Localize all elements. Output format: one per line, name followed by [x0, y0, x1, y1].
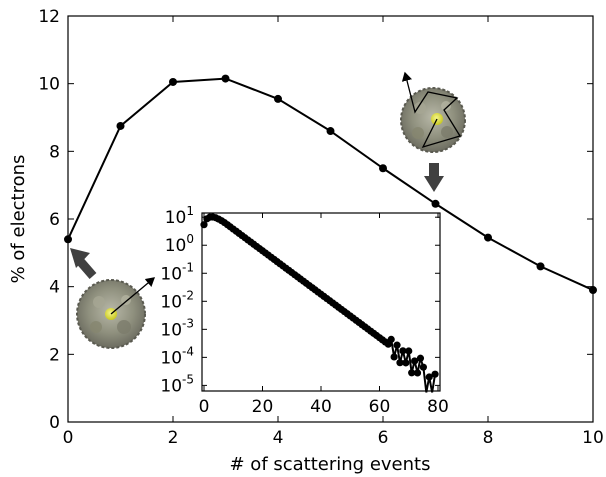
data-point-6 [379, 164, 387, 173]
x-tick-label-1: 2 [168, 428, 179, 448]
inset-y-tick-label-6: 10-5 [160, 372, 194, 396]
inset-point-66 [393, 341, 401, 349]
inset-y-tick-base-1: 10 [165, 236, 187, 256]
inset-y-tick-exp-6: -5 [182, 372, 194, 386]
data-point-8 [484, 233, 492, 242]
inset-y-tick-exp-1: 0 [186, 232, 194, 246]
inset-x-tick-label-0: 0 [199, 397, 210, 417]
inset-y-tick-base-4: 10 [160, 320, 182, 340]
data-point-1 [116, 121, 125, 130]
y-axis-title: % of electrons [8, 155, 29, 284]
multi-scatter-cluster-image [400, 71, 466, 153]
inset-point-64 [387, 335, 395, 343]
data-point-2 [169, 77, 177, 86]
inset-x-tick-label-2: 40 [310, 397, 332, 417]
inset-point-75 [419, 363, 427, 371]
data-point-3 [221, 74, 230, 83]
inset-point-0 [200, 221, 208, 229]
x-axis-title: # of scattering events [230, 454, 431, 475]
inset-y-tick-base-5: 10 [160, 348, 182, 368]
data-point-9 [536, 262, 545, 271]
y-tick-label-3: 6 [49, 210, 60, 230]
inset-point-69 [402, 359, 410, 367]
inset-y-tick-label-2: 10-1 [160, 260, 194, 284]
x-tick-label-4: 8 [483, 428, 494, 448]
inset-y-tick-label-0: 101 [165, 204, 194, 228]
single-scatter-cluster-image [76, 277, 155, 349]
data-point-0 [64, 235, 72, 244]
arrow-to-zero-scatter [70, 248, 97, 279]
inset-point-73 [413, 369, 422, 377]
inset-y-tick-label-1: 100 [165, 232, 194, 256]
y-tick-label-2: 4 [49, 278, 60, 298]
data-point-7 [431, 199, 440, 208]
inset-x-tick-label-1: 20 [252, 397, 274, 417]
inset-y-tick-exp-0: 1 [186, 204, 194, 218]
inset-y-tick-base-3: 10 [160, 292, 182, 312]
main-x-tick-labels: 0 2 4 6 8 10 [63, 428, 604, 448]
inset-point-74 [416, 354, 425, 362]
inset-y-tick-exp-5: -4 [182, 344, 194, 358]
main-series-points [64, 74, 597, 295]
inset-y-tick-label-3: 10-2 [160, 288, 194, 312]
inset-point-72 [411, 357, 419, 365]
x-tick-label-2: 4 [273, 428, 284, 448]
x-tick-label-0: 0 [63, 428, 74, 448]
y-tick-label-4: 8 [49, 142, 60, 162]
inset-series-points [200, 213, 439, 381]
data-point-5 [326, 127, 335, 136]
inset-y-tick-exp-3: -2 [182, 288, 194, 302]
data-point-10 [589, 286, 597, 295]
y-tick-label-1: 2 [49, 345, 60, 365]
inset-point-77 [425, 373, 433, 381]
y-tick-label-0: 0 [49, 413, 60, 433]
inset-y-tick-exp-2: -1 [182, 260, 194, 274]
inset-x-tick-labels: 0 20 40 60 80 [199, 397, 449, 417]
inset-x-tick-label-4: 80 [427, 397, 449, 417]
inset-point-68 [399, 347, 407, 355]
x-tick-label-3: 6 [378, 428, 389, 448]
main-y-tick-labels: 0 2 4 6 8 10 12 [38, 7, 60, 433]
data-point-4 [274, 94, 282, 103]
y-tick-label-5: 10 [38, 75, 60, 95]
inset-y-tick-base-2: 10 [160, 264, 182, 284]
inset-y-tick-base-0: 10 [165, 208, 187, 228]
inset-point-71 [408, 369, 416, 377]
x-tick-label-5: 10 [582, 428, 604, 448]
inset-point-70 [405, 347, 413, 355]
main-ticks [67, 15, 594, 423]
inset-y-tick-label-5: 10-4 [160, 344, 194, 368]
inset-point-65 [390, 353, 398, 361]
inset-point-79 [431, 370, 439, 378]
y-tick-label-6: 12 [38, 7, 60, 27]
inset-y-tick-base-6: 10 [160, 376, 182, 396]
inset-y-tick-exp-4: -3 [182, 316, 194, 330]
inset-point-67 [396, 359, 404, 367]
inset-x-tick-label-3: 60 [369, 397, 391, 417]
inset-y-tick-label-4: 10-3 [160, 316, 194, 340]
arrow-to-seven-scatter [424, 163, 444, 192]
